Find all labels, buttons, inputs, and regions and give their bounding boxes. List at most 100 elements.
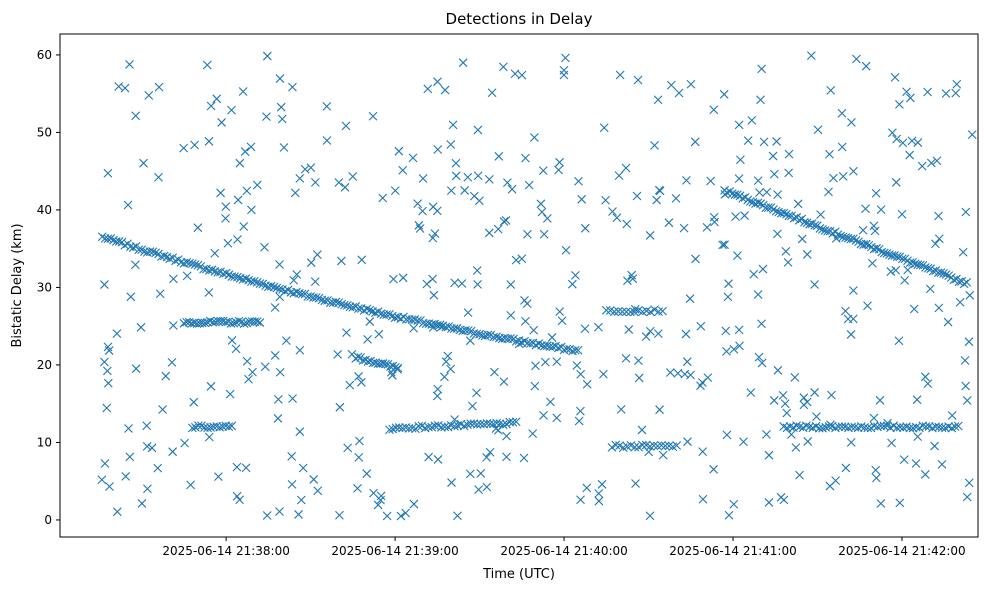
- data-point: [255, 318, 265, 327]
- data-point: [903, 265, 913, 275]
- data-point: [227, 421, 237, 431]
- data-point: [611, 440, 621, 450]
- data-point: [418, 206, 427, 216]
- data-point: [252, 278, 262, 287]
- data-point: [594, 496, 604, 506]
- data-point: [682, 176, 691, 185]
- data-point: [724, 510, 734, 520]
- data-point: [292, 287, 301, 297]
- data-point: [240, 147, 250, 156]
- data-point: [869, 221, 879, 231]
- data-point: [489, 419, 498, 429]
- data-point: [886, 267, 896, 276]
- data-point: [615, 70, 625, 80]
- data-point: [621, 163, 631, 173]
- data-point: [102, 366, 112, 376]
- data-point: [241, 274, 251, 284]
- data-point: [298, 463, 308, 473]
- data-point: [432, 391, 442, 401]
- data-point: [227, 336, 237, 345]
- data-point: [921, 422, 931, 431]
- data-point: [696, 381, 705, 391]
- data-point: [870, 226, 880, 236]
- data-point: [123, 200, 133, 210]
- data-point: [609, 307, 619, 317]
- data-point: [718, 240, 727, 250]
- data-point: [102, 403, 112, 413]
- data-point: [557, 316, 567, 326]
- data-point: [934, 234, 944, 244]
- data-point: [686, 370, 695, 380]
- data-point: [313, 486, 323, 496]
- data-point: [262, 112, 271, 122]
- data-point: [939, 269, 948, 278]
- data-point: [498, 62, 508, 72]
- data-point: [465, 336, 475, 346]
- data-point: [599, 123, 609, 133]
- data-point: [376, 495, 386, 505]
- data-point: [912, 395, 922, 405]
- data-point: [103, 168, 113, 178]
- data-point: [786, 430, 796, 439]
- data-point: [230, 272, 239, 282]
- data-point: [580, 223, 590, 233]
- data-point: [124, 424, 133, 433]
- data-point: [385, 425, 394, 435]
- data-points: [97, 51, 977, 521]
- data-point: [861, 239, 871, 249]
- data-point: [709, 105, 719, 115]
- data-point: [229, 318, 239, 328]
- x-tick-label: 2025-06-14 21:42:00: [838, 544, 965, 558]
- data-point: [206, 101, 216, 111]
- data-point: [897, 209, 907, 219]
- data-point: [961, 207, 971, 217]
- data-point: [414, 421, 424, 431]
- data-point: [295, 345, 305, 355]
- data-point: [275, 260, 284, 269]
- data-point: [331, 297, 341, 307]
- data-point: [501, 215, 511, 225]
- data-point: [825, 149, 834, 159]
- data-point: [759, 137, 769, 147]
- data-point: [936, 268, 946, 278]
- data-point: [207, 265, 217, 275]
- data-point: [913, 432, 923, 442]
- data-point: [428, 322, 438, 332]
- data-point: [773, 190, 783, 200]
- data-point: [505, 417, 515, 427]
- data-point: [407, 423, 417, 433]
- data-point: [391, 423, 401, 433]
- data-point: [242, 186, 252, 196]
- data-point: [764, 498, 774, 507]
- data-point: [797, 234, 807, 244]
- data-point: [234, 316, 244, 326]
- data-point: [205, 316, 215, 326]
- data-point: [223, 238, 233, 248]
- data-point: [863, 301, 872, 311]
- data-point: [573, 345, 583, 355]
- data-point: [275, 292, 285, 302]
- data-point: [720, 240, 729, 250]
- data-point: [430, 229, 440, 239]
- data-point: [97, 475, 107, 485]
- data-point: [158, 405, 167, 414]
- data-point: [962, 277, 972, 287]
- data-point: [130, 260, 140, 270]
- data-point: [926, 158, 936, 168]
- data-point: [594, 322, 603, 332]
- data-point: [771, 206, 781, 216]
- data-point: [803, 437, 813, 446]
- data-point: [182, 257, 192, 267]
- data-point: [231, 344, 241, 354]
- data-point: [306, 163, 316, 173]
- data-point: [743, 136, 753, 146]
- data-point: [210, 317, 220, 327]
- data-point: [877, 247, 887, 257]
- data-point: [806, 51, 816, 61]
- data-point: [917, 161, 927, 171]
- y-tick-label: 10: [37, 435, 52, 449]
- data-point: [838, 232, 848, 242]
- data-point: [724, 279, 733, 289]
- data-point: [554, 343, 563, 353]
- data-point: [506, 310, 516, 320]
